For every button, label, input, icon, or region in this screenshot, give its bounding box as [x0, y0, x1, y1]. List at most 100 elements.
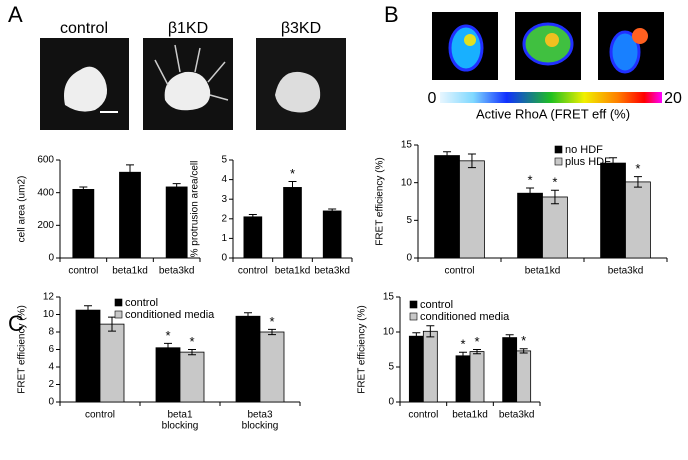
bar: [516, 350, 532, 403]
x-tick-label: beta3kd: [314, 266, 350, 277]
bar: [75, 309, 101, 403]
x-tick-label: beta1kd: [525, 266, 561, 277]
bar: [600, 162, 626, 259]
y-tick-label: 15: [383, 292, 395, 303]
significance: *: [521, 333, 526, 348]
error-bar: [505, 334, 514, 341]
x-tick-label: beta3kd: [499, 410, 535, 421]
y-axis-label: FRET efficiency (%): [375, 157, 386, 246]
colorbar-caption: Active RhoA (FRET eff (%): [476, 106, 630, 121]
significance: *: [165, 328, 170, 343]
error-bar: [633, 176, 642, 188]
y-tick-label: 12: [43, 292, 55, 303]
x-tick-label: beta1kd: [275, 266, 311, 277]
error-bar: [108, 316, 116, 332]
error-bar: [84, 305, 92, 315]
error-bar: [412, 332, 421, 341]
bar: [235, 315, 261, 403]
legend-label: conditioned media: [125, 309, 215, 321]
error-bar: [188, 349, 196, 356]
y-tick-label: 4: [221, 174, 227, 185]
y-tick-label: 0: [406, 253, 412, 264]
error-bar: [526, 187, 535, 199]
panel-label: B: [384, 2, 399, 27]
x-tick-label: blocking: [162, 421, 199, 432]
significance: *: [474, 334, 479, 349]
y-tick-label: 5: [388, 362, 394, 373]
significance: *: [552, 175, 557, 190]
error-bar: [79, 186, 88, 193]
bar: [243, 216, 263, 259]
colorbar-min: 0: [428, 90, 437, 107]
error-bar: [288, 181, 297, 194]
bar: [434, 155, 460, 259]
y-tick-label: 3: [221, 194, 227, 205]
error-bar: [426, 325, 435, 338]
bar: [283, 187, 302, 259]
fret-images: 0 20 Active RhoA (FRET eff (%): [428, 12, 682, 121]
y-tick-label: 6: [48, 344, 54, 355]
panel-label: C: [8, 311, 24, 336]
x-tick-label: beta3kd: [159, 266, 195, 277]
x-tick-label: control: [85, 410, 115, 421]
legend-swatch: [409, 312, 418, 321]
significance: *: [290, 166, 295, 181]
bar: [322, 210, 342, 259]
y-tick-label: 5: [221, 155, 227, 166]
bar: [469, 351, 485, 403]
legend-swatch: [114, 310, 123, 319]
x-tick-label: beta3: [247, 410, 272, 421]
x-tick-label: control: [444, 266, 474, 277]
panel-label: A: [8, 2, 23, 27]
y-tick-label: 4: [48, 362, 54, 373]
error-bar: [443, 151, 452, 160]
error-bar: [164, 342, 172, 353]
micrographs: control β1KD β3KD: [40, 20, 346, 130]
bar: [155, 347, 181, 403]
y-tick-label: 8: [48, 327, 54, 338]
x-tick-label: control: [408, 410, 438, 421]
y-tick-label: 10: [383, 327, 395, 338]
legend-label: plus HDF: [565, 156, 611, 168]
x-tick-label: blocking: [242, 421, 279, 432]
bar: [119, 171, 141, 259]
significance: *: [635, 161, 640, 176]
bar: [408, 335, 424, 403]
error-bar: [172, 183, 181, 191]
significance: *: [460, 337, 465, 352]
error-bar: [473, 349, 481, 355]
y-axis-label: cell area (um2): [17, 176, 28, 243]
error-bar: [244, 312, 252, 321]
bar: [99, 323, 125, 403]
legend-swatch: [409, 300, 418, 309]
x-tick-label: control: [238, 266, 268, 277]
y-tick-label: 1: [221, 233, 227, 244]
y-tick-label: 0: [388, 397, 394, 408]
y-axis-label: % protrusion area/cell: [190, 161, 201, 258]
y-tick-label: 15: [401, 140, 413, 151]
y-tick-label: 600: [37, 155, 54, 166]
y-tick-label: 200: [37, 220, 54, 231]
x-tick-label: beta3kd: [608, 266, 644, 277]
legend-label: control: [420, 299, 453, 311]
error-bar: [268, 328, 276, 336]
bar: [165, 186, 188, 259]
colorbar-max: 20: [664, 90, 682, 107]
x-tick-label: beta1kd: [452, 410, 488, 421]
error-bar: [248, 213, 257, 220]
error-bar: [519, 348, 528, 354]
legend-label: control: [125, 297, 158, 309]
bar: [502, 337, 518, 403]
bar: [179, 351, 205, 403]
y-axis-label: FRET efficiency (%): [17, 305, 28, 394]
error-bar: [328, 208, 337, 214]
bar: [422, 330, 438, 403]
y-tick-label: 0: [48, 397, 54, 408]
x-tick-label: control: [68, 266, 98, 277]
image-caption: control: [60, 20, 108, 37]
legend-swatch: [554, 145, 563, 154]
error-bar: [126, 164, 134, 181]
legend-swatch: [554, 157, 563, 166]
y-tick-label: 10: [401, 177, 413, 188]
bar: [517, 192, 543, 259]
